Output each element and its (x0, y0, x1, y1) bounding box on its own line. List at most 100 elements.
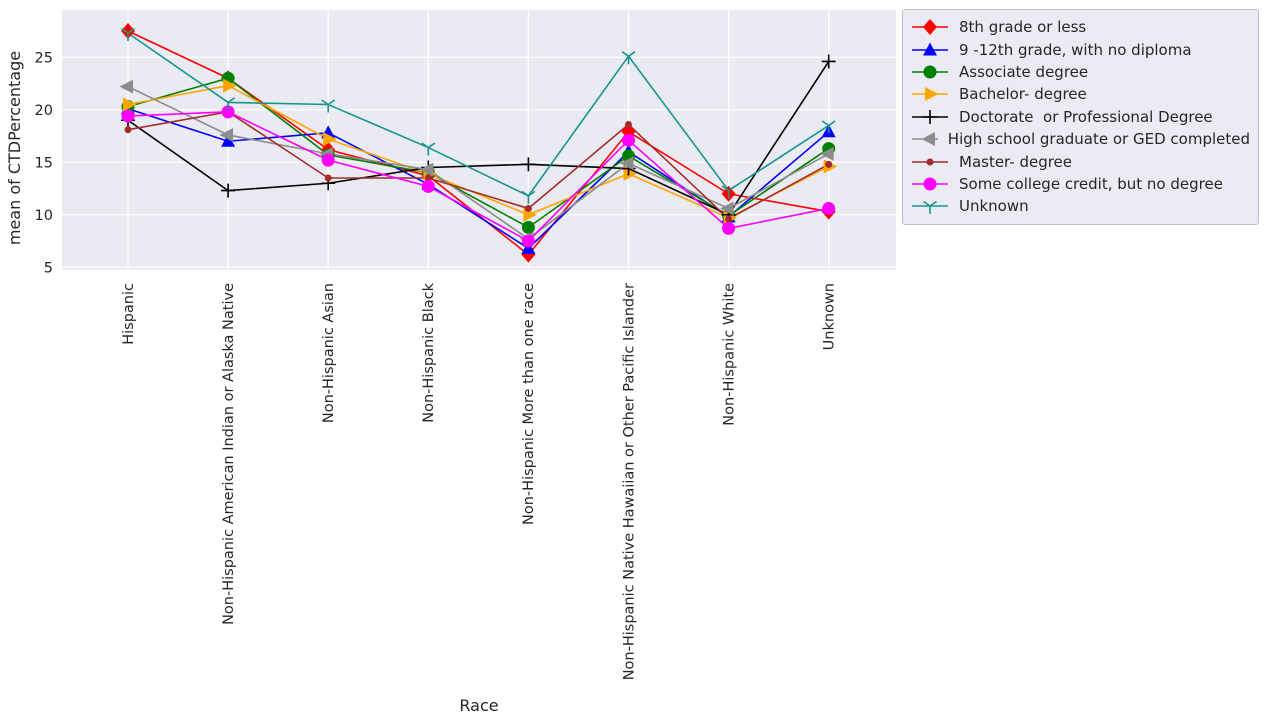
legend-label: Master- degree (959, 152, 1073, 171)
legend-item: Master- degree (911, 150, 1250, 172)
marker-circle (121, 109, 135, 123)
x-axis-label: Race (459, 696, 498, 715)
series-line (127, 111, 829, 242)
marker-circle (321, 153, 335, 167)
y-tick-label: 15 (35, 155, 53, 171)
marker-triangle-right (123, 97, 137, 112)
marker-circle (923, 65, 937, 79)
legend-item: Some college credit, but no degree (911, 173, 1250, 195)
marker-triangle-left (820, 146, 834, 161)
x-tick-label: Non-Hispanic Black (421, 282, 437, 422)
y-tick-label: 10 (35, 208, 53, 224)
legend-marker-icon (912, 19, 948, 36)
marker-tri-down (421, 142, 436, 156)
marker-plus (521, 157, 536, 172)
legend-label: 8th grade or less (959, 18, 1087, 37)
marker-dot (625, 120, 632, 128)
marker-tri-down (521, 190, 536, 204)
marker-plus (923, 109, 937, 124)
series-line (127, 111, 830, 220)
marker-triangle-left (921, 132, 935, 147)
marker-plus (221, 183, 236, 198)
marker-triangle-right (623, 166, 637, 181)
y-tick-label: 20 (35, 103, 53, 119)
marker-triangle-left (219, 127, 234, 142)
legend-label: Unknown (959, 197, 1029, 216)
marker-dot (825, 160, 833, 168)
marker-tri-down (821, 120, 836, 134)
series-line (127, 61, 830, 216)
y-tick-label: 25 (35, 50, 53, 66)
legend-marker-icon (912, 177, 948, 191)
legend-label: Doctorate or Professional Degree (959, 107, 1213, 126)
legend-label: 9 -12th grade, with no diploma (959, 40, 1192, 59)
x-tick-label: Hispanic (121, 283, 137, 345)
y-axis-label: mean of CTDPercentage (5, 51, 24, 245)
legend-item: 8th grade or less (911, 16, 1250, 38)
legend-marker-icon (912, 132, 938, 147)
x-tick-label: Non-Hispanic White (721, 283, 737, 426)
legend: 8th grade or less 9 -12th grade, with no … (902, 9, 1259, 225)
marker-circle (722, 221, 736, 235)
legend-items: 8th grade or less 9 -12th grade, with no … (911, 16, 1250, 218)
marker-dot (725, 215, 733, 223)
marker-circle (622, 133, 635, 147)
marker-triangle-left (419, 162, 434, 177)
marker-tri-down (621, 51, 636, 65)
marker-circle (421, 179, 435, 193)
legend-label: Some college credit, but no degree (959, 174, 1223, 193)
legend-label: Associate degree (959, 62, 1089, 81)
marker-dot (424, 174, 432, 182)
legend-label: High school graduate or GED completed (947, 130, 1250, 149)
marker-triangle-up (221, 133, 236, 147)
marker-plus (821, 54, 836, 69)
legend-item: 9 -12th grade, with no diploma (911, 38, 1250, 60)
legend-marker-icon (912, 87, 948, 102)
series-line (127, 85, 830, 240)
marker-triangle-right (323, 132, 337, 147)
marker-tri-down (721, 185, 736, 199)
legend-marker-icon (912, 109, 948, 124)
marker-triangle-left (119, 79, 133, 94)
legend-item: Doctorate or Professional Degree (911, 106, 1250, 128)
marker-diamond (121, 23, 135, 39)
legend-item: Bachelor- degree (911, 83, 1250, 105)
series-line (127, 32, 830, 197)
legend-item: High school graduate or GED completed (911, 128, 1250, 150)
series-line (127, 84, 830, 219)
legend-item: Unknown (911, 195, 1250, 217)
marker-circle (521, 220, 535, 234)
marker-triangle-right (223, 78, 237, 93)
y-tick-label: 5 (44, 260, 53, 276)
marker-dot (524, 204, 532, 212)
marker-tri-down (923, 201, 937, 215)
marker-circle (221, 105, 235, 119)
x-tick-label: Unknown (821, 283, 837, 350)
marker-dot (124, 126, 132, 134)
marker-tri-down (121, 27, 135, 42)
marker-triangle-left (620, 156, 634, 171)
marker-circle (521, 234, 535, 248)
legend-item: Associate degree (911, 61, 1250, 83)
legend-marker-icon (912, 65, 948, 79)
legend-marker-icon (912, 42, 948, 56)
legend-marker-icon (912, 201, 948, 215)
marker-tri-down (221, 97, 236, 111)
marker-dot (926, 158, 934, 166)
plot-area (62, 10, 896, 270)
marker-diamond (923, 19, 937, 36)
series-line (127, 77, 830, 229)
x-tick-label: Non-Hispanic Native Hawaiian or Other Pa… (621, 283, 637, 680)
marker-triangle-right (925, 87, 939, 102)
marker-dot (324, 174, 332, 182)
x-tick-label: Non-Hispanic American Indian or Alaska N… (221, 283, 237, 625)
marker-tri-down (321, 99, 336, 113)
legend-marker-icon (912, 158, 948, 166)
marker-triangle-up (923, 42, 937, 56)
marker-circle (822, 201, 836, 215)
marker-triangle-left (720, 201, 734, 216)
x-tick-label: Non-Hispanic More than one race (521, 283, 537, 525)
x-tick-label: Non-Hispanic Asian (321, 283, 337, 423)
